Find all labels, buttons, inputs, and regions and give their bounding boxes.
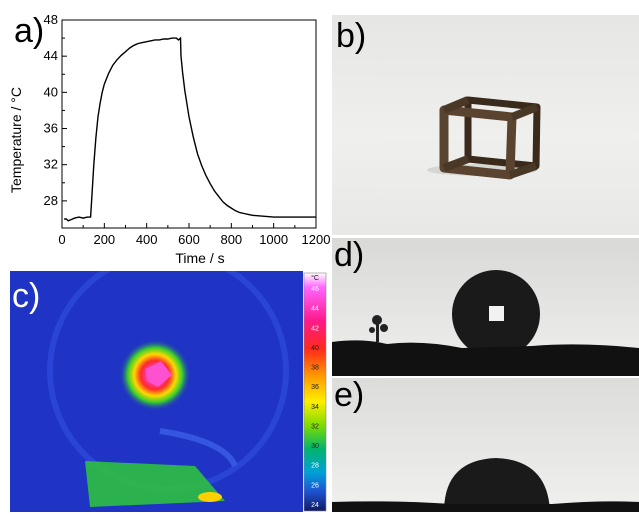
cube-photo-image [427, 96, 541, 180]
temperature-series-line [64, 36, 316, 222]
x-tick-label: 1000 [259, 232, 288, 247]
y-tick-label: 32 [44, 157, 58, 172]
scale-tick-label: 34 [311, 404, 319, 411]
temperature-chart: 0 200 400 600 800 1000 1200 28 32 36 40 44 48 Time /… [8, 12, 330, 266]
plant-fragment [369, 315, 388, 342]
temperature-chart-panel: 0 200 400 600 800 1000 1200 28 32 36 40 44 48 Time /… [0, 0, 330, 268]
scale-tick-label: 28 [311, 463, 319, 470]
panel-label-a: a) [14, 12, 45, 50]
plot-frame [61, 19, 317, 229]
cube-photo: b) [332, 15, 639, 235]
surface-substrate [332, 340, 639, 376]
scale-tick-label: 42 [311, 325, 319, 332]
x-tick-label: 200 [93, 232, 115, 247]
thermal-image-panel: 46 44 42 40 38 36 34 32 30 28 26 24 °C c) [10, 271, 327, 512]
droplet-photo-e: e) [332, 378, 639, 512]
droplet-image-d [332, 270, 639, 376]
water-droplet-e [444, 458, 550, 512]
chart-ticks: 0 200 400 600 800 1000 1200 28 32 36 40 44 48 [44, 12, 330, 247]
color-scale-ticks: 46 44 42 40 38 36 34 32 30 28 26 24 [311, 286, 319, 509]
panel-label-c: c) [12, 277, 41, 315]
x-tick-label: 0 [58, 232, 65, 247]
x-tick-label: 600 [178, 232, 200, 247]
chart-axes [61, 19, 317, 229]
reflection-arc [159, 428, 238, 468]
y-tick-label: 40 [44, 84, 58, 99]
panel-label-e: e) [334, 378, 365, 414]
x-tick-label: 400 [136, 232, 158, 247]
y-tick-label: 44 [44, 48, 58, 63]
cube-hot-core [145, 361, 172, 387]
x-tick-label: 1200 [302, 232, 330, 247]
scale-tick-label: 32 [311, 423, 319, 430]
scale-unit: °C [311, 274, 319, 282]
tweezers-warm-area [85, 461, 225, 507]
scale-tick-label: 40 [311, 345, 319, 352]
scale-tick-label: 30 [311, 443, 319, 450]
droplet-image-e [332, 458, 639, 512]
surface-substrate-e [332, 501, 639, 512]
scale-tick-label: 26 [311, 482, 319, 489]
scale-tick-label: 38 [311, 365, 319, 372]
y-axis-label: Temperature / °C [8, 87, 24, 193]
panel-label-d: d) [334, 238, 365, 274]
droplet-photo-d: d) [332, 238, 639, 376]
lattice-cube [439, 96, 541, 180]
y-tick-label: 48 [44, 12, 58, 27]
tweezer-tip-hotspot [198, 492, 222, 502]
scale-tick-label: 24 [311, 502, 319, 509]
y-tick-label: 28 [44, 193, 58, 208]
scale-tick-label: 36 [311, 384, 319, 391]
y-tick-label: 36 [44, 121, 58, 136]
scale-tick-label: 44 [311, 306, 319, 313]
scale-tick-label: 46 [311, 286, 319, 293]
x-tick-label: 800 [220, 232, 242, 247]
droplet-highlight [489, 306, 504, 321]
panel-label-b: b) [336, 17, 367, 55]
x-axis-label: Time / s [175, 250, 224, 266]
temperature-color-scale [303, 272, 327, 512]
thermal-image: 46 44 42 40 38 36 34 32 30 28 26 24 °C [10, 271, 327, 512]
